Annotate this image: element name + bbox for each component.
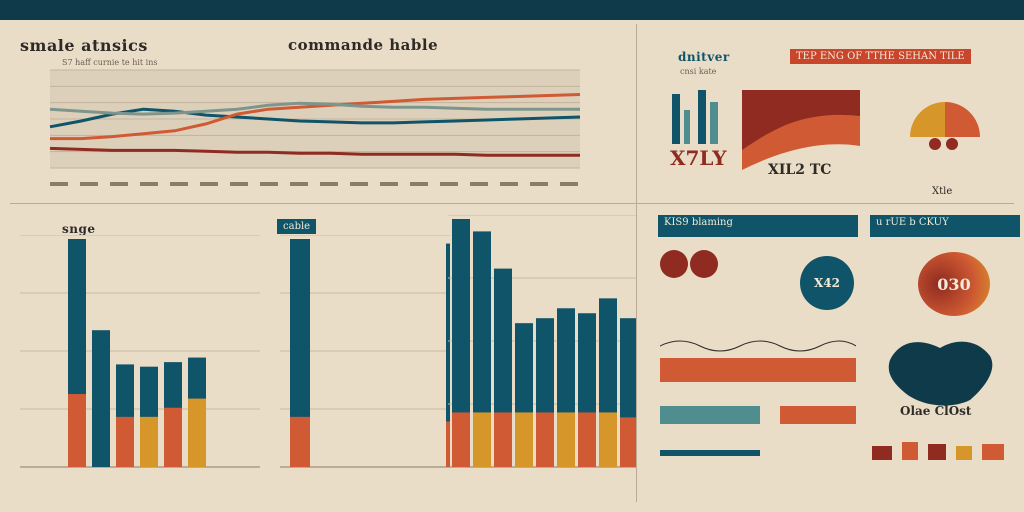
x-tick [170,182,188,186]
right-title: dnitver [678,50,730,64]
pie-value: Xtle [932,186,953,197]
x-tick [350,182,368,186]
x-tick [50,182,68,186]
big-left-number: X7LY [670,146,727,170]
x-tick [410,182,428,186]
x-tick [470,182,488,186]
bottom-left-title: snge [62,222,96,236]
bar-segment [188,398,206,467]
bar-segment [290,416,310,467]
right-subtitle: cnsi kate [680,67,717,76]
bottom-label: Olae ClOst [900,404,972,418]
right-badge-right: u rUE b CKUY [870,215,1020,237]
bar-segment [140,416,158,467]
wave-strip [660,340,856,456]
mini-bar [672,94,680,144]
series-line [49,107,581,129]
x-tick [290,182,308,186]
bar-segment [473,412,491,467]
big-mid-number: XIL2 TC [768,162,832,178]
bar-segment [68,394,86,467]
x-tick [320,182,338,186]
mini-bar [698,90,706,144]
bar-segment [578,412,596,467]
divider-vertical [636,24,637,502]
top-bar [0,0,1024,20]
bar-segment [599,412,617,467]
map-shape [888,341,993,406]
bar-chart-middle [280,235,450,468]
dot-2 [690,250,718,278]
x-tick [230,182,248,186]
x-tick [380,182,398,186]
bar-segment [557,412,575,467]
panel-subtitle: commande hable [288,36,439,54]
right-badge: TEP ENG OF TTHE SEHAN TILE [790,49,971,64]
bar-chart-left [20,235,260,468]
bottom-squares [872,442,1004,460]
bar-segment [536,412,554,467]
right-badge-left: KIS9 blaming [658,215,858,237]
bar [92,330,110,467]
x-tick [80,182,98,186]
series-line [49,101,580,116]
divider-horizontal [10,203,1014,204]
x-tick [500,182,518,186]
bar [290,239,310,467]
series-line [50,93,581,141]
mini-bars [672,90,718,144]
line-chart [49,69,581,186]
bar-segment [494,412,512,467]
bar-segment [620,417,636,467]
bar [473,231,491,467]
mini-bar [710,102,718,144]
x-tick [110,182,128,186]
x-tick [140,182,158,186]
bar-segment [116,416,134,467]
bar-segment [452,412,470,467]
bar-segment [164,407,182,467]
panel-title: smale atnsics [20,36,148,55]
bar [452,219,470,467]
x-tick [530,182,548,186]
series-line [49,146,580,157]
mini-bar [684,110,690,144]
pie-large: 030 [918,252,990,316]
bar-chart-right [448,215,636,468]
dot-1 [660,250,688,278]
legend-text: S7 haff curnie te hit ins [62,58,158,67]
bar-segment [515,412,533,467]
x-tick [260,182,278,186]
bar [446,243,450,467]
x-tick [440,182,458,186]
area-panel [742,90,860,186]
bar-segment [446,421,450,467]
x-tick [560,182,578,186]
bottom-left-tag: cable [277,219,317,234]
radial-chart [910,102,980,150]
x-tick [200,182,218,186]
circle-value: X42 [800,256,854,310]
